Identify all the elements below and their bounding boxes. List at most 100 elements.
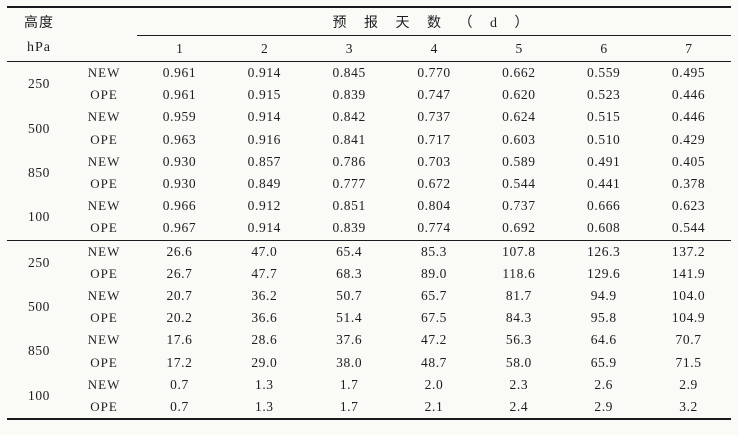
value-cell: 17.2 xyxy=(166,354,193,370)
value-cell: 1.3 xyxy=(254,398,274,414)
value-cell: 68.3 xyxy=(336,265,363,281)
value-cell: 0.692 xyxy=(502,220,536,236)
height-cell: 100 xyxy=(27,209,51,225)
table-row: OPE 0.930 0.849 0.777 0.672 0.544 0.441 0.378 xyxy=(7,173,731,195)
value-cell: 0.672 xyxy=(417,176,451,192)
value-cell: 0.912 xyxy=(247,198,282,214)
value-cell: 85.3 xyxy=(391,239,477,263)
value-cell: 70.7 xyxy=(675,332,702,348)
table-row: OPE 0.961 0.915 0.839 0.747 0.620 0.523 0.446 xyxy=(7,84,731,106)
value-cell: 0.623 xyxy=(671,198,706,214)
height-cell: 250 xyxy=(27,76,51,92)
value-cell: 0.839 xyxy=(332,87,366,103)
value-cell: 141.9 xyxy=(671,265,706,281)
table-row: 500 NEW 20.7 36.2 50.7 65.7 81.7 94.9 104.0 xyxy=(7,285,731,314)
value-cell: 0.717 xyxy=(417,131,451,147)
model-label-cell: NEW xyxy=(87,65,121,81)
day-column-header: 6 xyxy=(561,35,647,62)
table-row: OPE 0.963 0.916 0.841 0.717 0.603 0.510 0.429 xyxy=(7,129,731,151)
height-cell: 500 xyxy=(27,299,51,315)
value-cell: 0.961 xyxy=(162,65,197,81)
value-cell: 94.9 xyxy=(590,287,617,303)
model-label-cell: NEW xyxy=(71,239,138,263)
value-cell: 47.0 xyxy=(221,239,307,263)
value-cell: 1.3 xyxy=(254,376,274,392)
value-cell: 2.9 xyxy=(679,376,698,392)
model-label-cell: OPE xyxy=(90,87,118,103)
model-label-cell: NEW xyxy=(87,109,121,125)
model-label-cell: NEW xyxy=(87,287,121,303)
value-cell: 104.9 xyxy=(671,310,706,326)
value-cell: 3.2 xyxy=(679,398,698,414)
value-cell: 36.6 xyxy=(251,310,278,326)
header-row-group: 高度 预 报 天 数 （ d ） xyxy=(7,7,731,36)
value-cell: 0.914 xyxy=(247,109,282,125)
value-cell: 0.770 xyxy=(417,65,451,81)
value-cell: 65.9 xyxy=(590,354,617,370)
value-cell: 0.839 xyxy=(332,220,366,236)
table-row: OPE 17.2 29.0 38.0 48.7 58.0 65.9 71.5 xyxy=(7,351,731,373)
value-cell: 0.857 xyxy=(247,153,282,169)
value-cell: 129.6 xyxy=(587,265,621,281)
value-cell: 0.703 xyxy=(417,153,451,169)
value-cell: 0.589 xyxy=(502,153,536,169)
value-cell: 71.5 xyxy=(675,354,702,370)
model-label-cell: OPE xyxy=(90,265,118,281)
value-cell: 48.7 xyxy=(421,354,448,370)
value-cell: 107.8 xyxy=(476,239,562,263)
value-cell: 0.405 xyxy=(671,153,706,169)
table-row: 850 NEW 0.930 0.857 0.786 0.703 0.589 0.491 0.40… xyxy=(7,151,731,180)
value-cell: 29.0 xyxy=(251,354,278,370)
value-cell: 2.4 xyxy=(509,398,529,414)
value-cell: 0.963 xyxy=(162,131,197,147)
value-cell: 0.515 xyxy=(587,109,621,125)
model-header-blank-2 xyxy=(71,35,138,62)
value-cell: 0.603 xyxy=(502,131,536,147)
value-cell: 0.7 xyxy=(170,376,189,392)
model-header-blank xyxy=(71,7,137,36)
model-label-cell: NEW xyxy=(87,332,121,348)
value-cell: 47.7 xyxy=(251,265,278,281)
day-column-header: 3 xyxy=(306,35,392,62)
value-cell: 0.429 xyxy=(671,131,706,147)
model-label-cell: OPE xyxy=(90,176,118,192)
value-cell: 0.662 xyxy=(502,65,536,81)
height-cell: 100 xyxy=(27,387,51,403)
table-row: 100 NEW 0.7 1.3 1.7 2.0 2.3 2.6 2.9 xyxy=(7,374,731,403)
model-label-cell: OPE xyxy=(90,398,118,414)
value-cell: 0.737 xyxy=(417,109,451,125)
value-cell: 0.849 xyxy=(247,176,282,192)
value-cell: 0.441 xyxy=(587,176,621,192)
value-cell: 0.559 xyxy=(587,65,621,81)
height-cell: 850 xyxy=(27,164,51,180)
height-cell: 500 xyxy=(27,120,51,136)
value-cell: 0.966 xyxy=(162,198,197,214)
table-row: OPE 0.967 0.914 0.839 0.774 0.692 0.608 0.544 xyxy=(7,217,731,240)
value-cell: 0.930 xyxy=(162,176,197,192)
value-cell: 0.510 xyxy=(587,131,621,147)
value-cell: 20.2 xyxy=(166,310,193,326)
day-column-header: 2 xyxy=(221,35,307,62)
value-cell: 1.7 xyxy=(339,376,359,392)
value-cell: 51.4 xyxy=(336,310,363,326)
value-cell: 89.0 xyxy=(421,265,448,281)
value-cell: 0.544 xyxy=(502,176,536,192)
day-column-header: 5 xyxy=(476,35,562,62)
value-cell: 36.2 xyxy=(251,287,278,303)
value-cell: 0.774 xyxy=(417,220,451,236)
model-label-cell: OPE xyxy=(90,310,118,326)
table-row: 500 NEW 0.959 0.914 0.842 0.737 0.624 0.515 0.44… xyxy=(7,106,731,135)
value-cell: 0.777 xyxy=(332,176,366,192)
model-label-cell: NEW xyxy=(87,153,121,169)
height-cell: 850 xyxy=(27,343,51,359)
value-cell: 81.7 xyxy=(505,287,532,303)
value-cell: 2.3 xyxy=(509,376,529,392)
value-cell: 0.495 xyxy=(671,65,706,81)
value-cell: 0.804 xyxy=(417,198,451,214)
value-cell: 95.8 xyxy=(590,310,617,326)
value-cell: 0.737 xyxy=(502,198,536,214)
value-cell: 0.491 xyxy=(587,153,621,169)
value-cell: 0.747 xyxy=(417,87,451,103)
